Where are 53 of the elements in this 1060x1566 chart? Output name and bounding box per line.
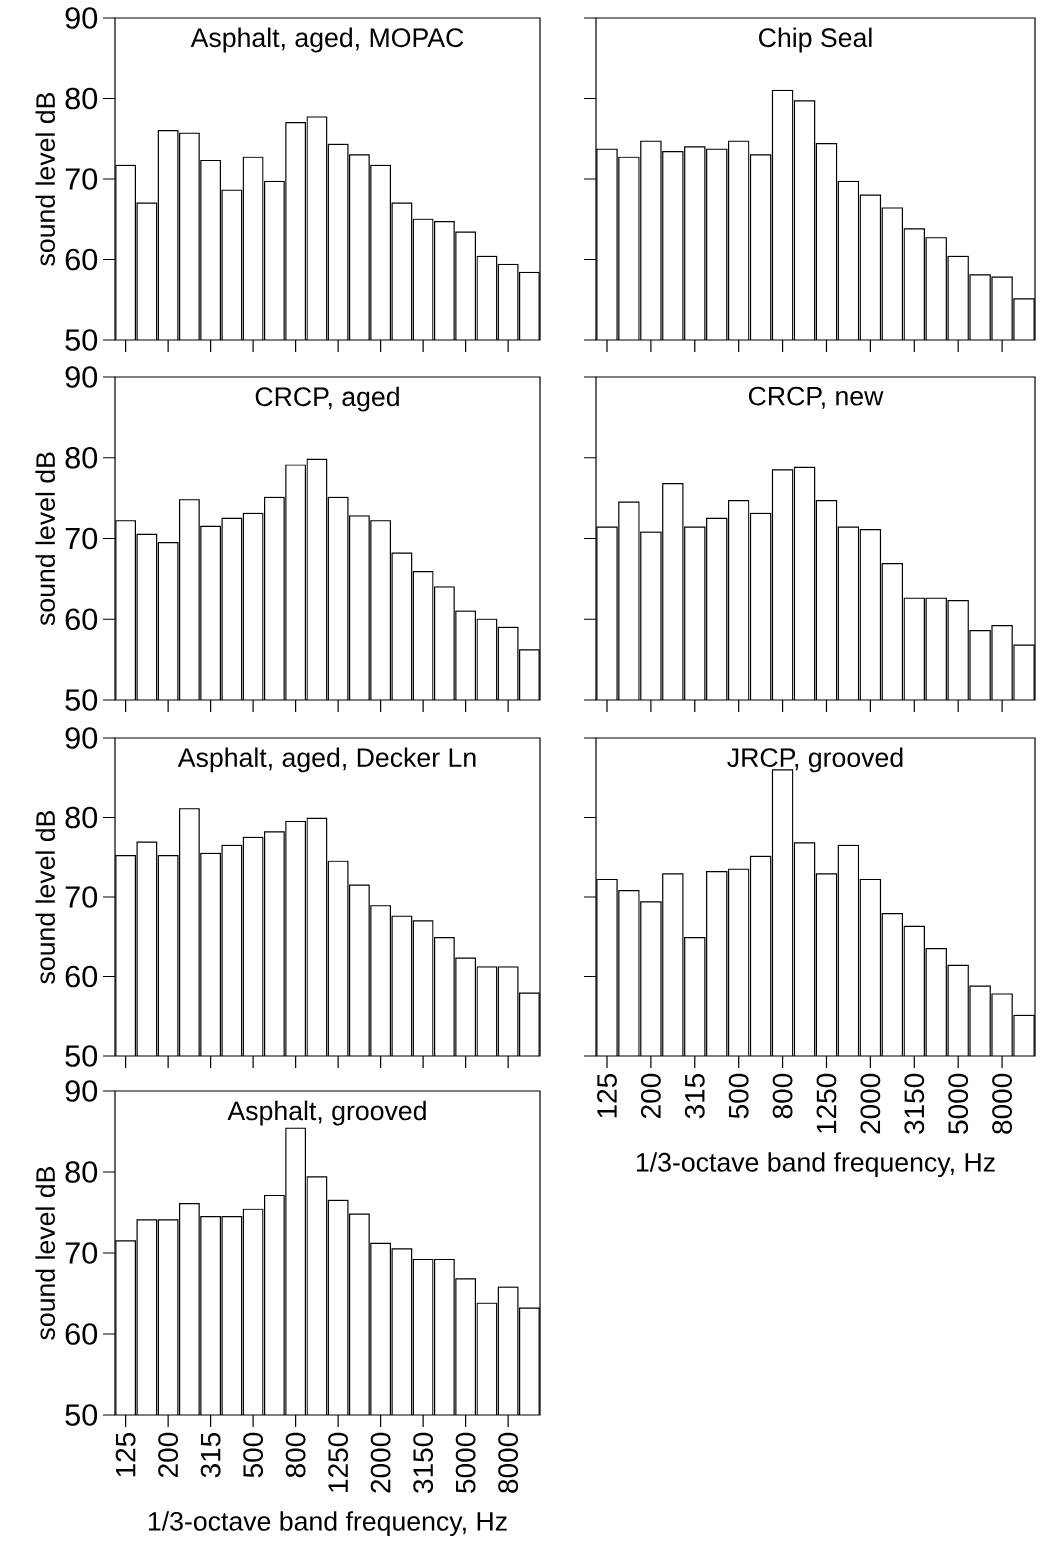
y-tick-label: 90	[65, 7, 98, 29]
y-tick-label: 90	[65, 366, 98, 388]
x-tick-label: 8000	[498, 1432, 519, 1493]
x-tick-label: 315	[200, 1432, 221, 1478]
x-tick-label: 1250	[816, 1073, 837, 1133]
y-tick-label: 80	[65, 806, 98, 829]
y-tick-label: 90	[65, 1080, 98, 1102]
y-tick-label: 70	[65, 168, 98, 190]
y-axis-title: sound level dB	[35, 811, 56, 984]
y-tick-label: 80	[65, 1161, 98, 1183]
x-tick-label: 500	[728, 1073, 749, 1119]
x-tick-label: 500	[243, 1432, 264, 1478]
x-axis-title: 1/3-octave band frequency, Hz	[636, 1152, 995, 1178]
x-tick-label: 125	[597, 1073, 617, 1118]
chart-title: Asphalt, aged, MOPAC	[190, 27, 464, 53]
y-tick-label: 90	[65, 727, 98, 749]
chart-title: JRCP, grooved	[727, 747, 903, 773]
y-axis-title: sound level dB	[35, 1167, 56, 1340]
y-tick-label: 60	[65, 965, 98, 988]
y-tick-label: 80	[65, 87, 98, 110]
y-tick-label: 50	[65, 689, 98, 711]
x-tick-label: 3150	[413, 1432, 434, 1493]
chart-title: CRCP, aged	[255, 386, 399, 412]
x-tick-label: 2000	[860, 1073, 881, 1134]
y-tick-label: 70	[65, 886, 98, 908]
y-axis-title: sound level dB	[35, 452, 56, 626]
y-tick-label: 60	[65, 608, 98, 631]
y-tick-label: 50	[65, 1404, 98, 1426]
x-tick-label: 800	[285, 1432, 306, 1478]
y-tick-label: 70	[65, 527, 98, 550]
y-tick-label: 50	[65, 329, 98, 351]
x-tick-label: 3150	[904, 1073, 925, 1134]
x-tick-label: 800	[772, 1073, 793, 1119]
chart-title: Asphalt, aged, Decker Ln	[177, 747, 476, 773]
chart-title: CRCP, new	[748, 386, 884, 409]
x-tick-label: 8000	[992, 1073, 1012, 1134]
chart-title: Asphalt, grooved	[227, 1100, 426, 1126]
y-tick-label: 60	[65, 1323, 98, 1345]
y-tick-label: 80	[65, 446, 98, 469]
y-tick-label: 70	[65, 1242, 98, 1264]
x-tick-label: 5000	[455, 1432, 476, 1493]
x-tick-label: 315	[684, 1073, 705, 1119]
y-tick-label: 50	[65, 1045, 98, 1067]
x-tick-label: 5000	[948, 1073, 969, 1134]
y-axis-title: sound level dB	[35, 93, 56, 266]
x-tick-label: 125	[115, 1432, 136, 1477]
y-tick-label: 60	[65, 248, 98, 271]
x-tick-label: 200	[158, 1432, 179, 1478]
x-tick-label: 1250	[328, 1432, 349, 1492]
x-tick-label: 200	[640, 1073, 661, 1119]
chart-title: Chip Seal	[759, 27, 872, 53]
x-axis-title: 1/3-octave band frequency, Hz	[148, 1511, 507, 1537]
x-tick-label: 2000	[370, 1432, 391, 1493]
